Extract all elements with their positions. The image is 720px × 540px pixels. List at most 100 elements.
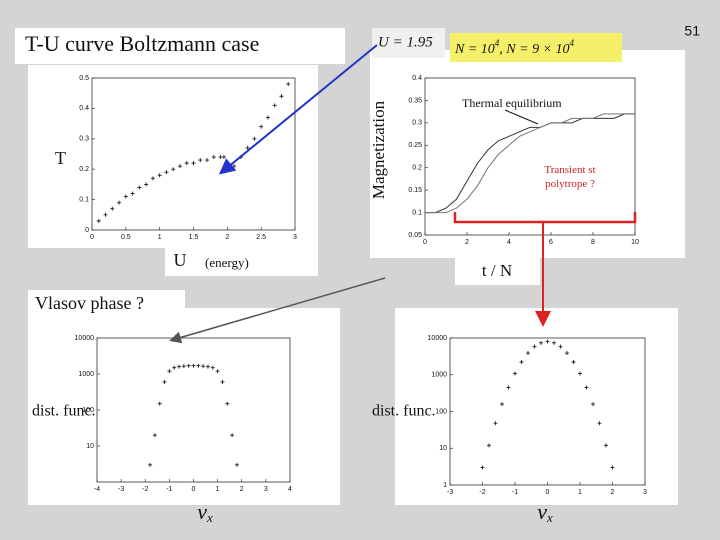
point bbox=[234, 462, 239, 467]
x-tick-label: 1.5 bbox=[189, 234, 199, 241]
y-label: T bbox=[55, 148, 66, 168]
plot-frame bbox=[424, 77, 636, 236]
y-tick-label: 1000 bbox=[78, 371, 94, 378]
point bbox=[604, 443, 608, 448]
y-tick-label: 100 bbox=[82, 407, 94, 414]
point bbox=[215, 369, 220, 374]
x-tick-label: 3 bbox=[264, 486, 268, 493]
point bbox=[162, 379, 167, 384]
point bbox=[571, 359, 576, 364]
point bbox=[279, 94, 284, 99]
point bbox=[152, 433, 157, 438]
y-tick-label: 0.4 bbox=[79, 105, 89, 112]
point bbox=[225, 401, 230, 406]
x-tick-label: -3 bbox=[118, 486, 124, 493]
x-tick-label: 1 bbox=[216, 486, 220, 493]
x-tick-label: 3 bbox=[293, 234, 297, 241]
y-tick-label: 0.4 bbox=[412, 75, 422, 82]
point bbox=[201, 364, 206, 369]
y-tick-label: 0 bbox=[85, 227, 89, 234]
point bbox=[164, 170, 169, 175]
point bbox=[167, 369, 172, 374]
x-label: U bbox=[174, 250, 187, 270]
x-tick-label: 8 bbox=[591, 239, 595, 246]
point bbox=[130, 191, 135, 196]
point bbox=[198, 158, 203, 163]
point bbox=[610, 465, 615, 470]
point bbox=[480, 465, 485, 470]
series-line bbox=[425, 113, 635, 214]
slide-number: 51 bbox=[684, 23, 700, 39]
y-tick-label: 1 bbox=[443, 482, 447, 489]
point bbox=[148, 462, 153, 467]
y-tick-label: 0.2 bbox=[412, 165, 422, 172]
point bbox=[117, 200, 122, 205]
y-tick-label: 0.15 bbox=[408, 187, 422, 194]
point bbox=[519, 359, 524, 364]
point bbox=[157, 401, 162, 406]
x-tick-label: -1 bbox=[512, 489, 518, 496]
point bbox=[186, 363, 191, 368]
x-tick-label: 0 bbox=[90, 234, 94, 241]
bracket bbox=[453, 212, 637, 224]
y-tick-label: 0.5 bbox=[79, 75, 89, 82]
x-label-subscript: x bbox=[206, 510, 213, 525]
y-tick-label: 0.3 bbox=[79, 136, 89, 143]
y-tick-label: 0.35 bbox=[408, 97, 422, 104]
point bbox=[157, 173, 162, 178]
x-tick-label: 10 bbox=[631, 239, 639, 246]
x-label: t / N bbox=[482, 261, 512, 280]
point bbox=[205, 158, 210, 163]
label-box bbox=[28, 290, 185, 320]
point bbox=[506, 385, 511, 390]
point bbox=[286, 82, 291, 87]
point bbox=[191, 363, 196, 368]
x-label: vx bbox=[537, 499, 553, 525]
point bbox=[493, 421, 498, 426]
point bbox=[578, 371, 582, 376]
y-tick-label: 1000 bbox=[431, 372, 447, 379]
y-tick-label: 0.3 bbox=[412, 120, 422, 127]
point bbox=[184, 161, 189, 166]
x-tick-label: 0.5 bbox=[121, 234, 131, 241]
point bbox=[259, 124, 264, 129]
u-value: U = 1.95 bbox=[378, 34, 433, 50]
x-tick-label: 0 bbox=[192, 486, 196, 493]
point bbox=[123, 194, 128, 199]
y-tick-label: 0.25 bbox=[408, 142, 422, 149]
y-tick-label: 10 bbox=[86, 443, 94, 450]
x-tick-label: 4 bbox=[288, 486, 292, 493]
x-tick-label: 2 bbox=[240, 486, 244, 493]
title-box bbox=[15, 28, 345, 64]
label-box bbox=[455, 258, 540, 285]
y-tick-label: 0.1 bbox=[79, 196, 89, 203]
y-tick-label: 10000 bbox=[428, 335, 448, 342]
point bbox=[110, 206, 115, 211]
point bbox=[552, 340, 556, 345]
point bbox=[211, 155, 216, 160]
y-label: Magnetization bbox=[369, 100, 388, 199]
label-box bbox=[165, 248, 318, 276]
point bbox=[584, 385, 589, 390]
annotation: Transient st polytrope ? bbox=[544, 164, 595, 190]
x-tick-label: 6 bbox=[549, 239, 553, 246]
panel bbox=[28, 65, 318, 248]
panel bbox=[395, 308, 678, 505]
point bbox=[591, 402, 595, 407]
point bbox=[558, 344, 563, 349]
x-label-subscript: x bbox=[546, 510, 553, 525]
x-label: vx bbox=[197, 499, 213, 525]
n-box bbox=[450, 33, 622, 62]
y-tick-label: 0.05 bbox=[408, 232, 422, 239]
point bbox=[150, 176, 155, 181]
point bbox=[532, 344, 537, 349]
arrow bbox=[169, 277, 386, 344]
point bbox=[177, 364, 182, 369]
x-tick-label: -2 bbox=[142, 486, 148, 493]
x-tick-label: 2 bbox=[465, 239, 469, 246]
x-label-symbol: v bbox=[197, 499, 207, 524]
point bbox=[539, 340, 543, 345]
x-tick-label: -4 bbox=[94, 486, 100, 493]
point bbox=[597, 421, 602, 426]
